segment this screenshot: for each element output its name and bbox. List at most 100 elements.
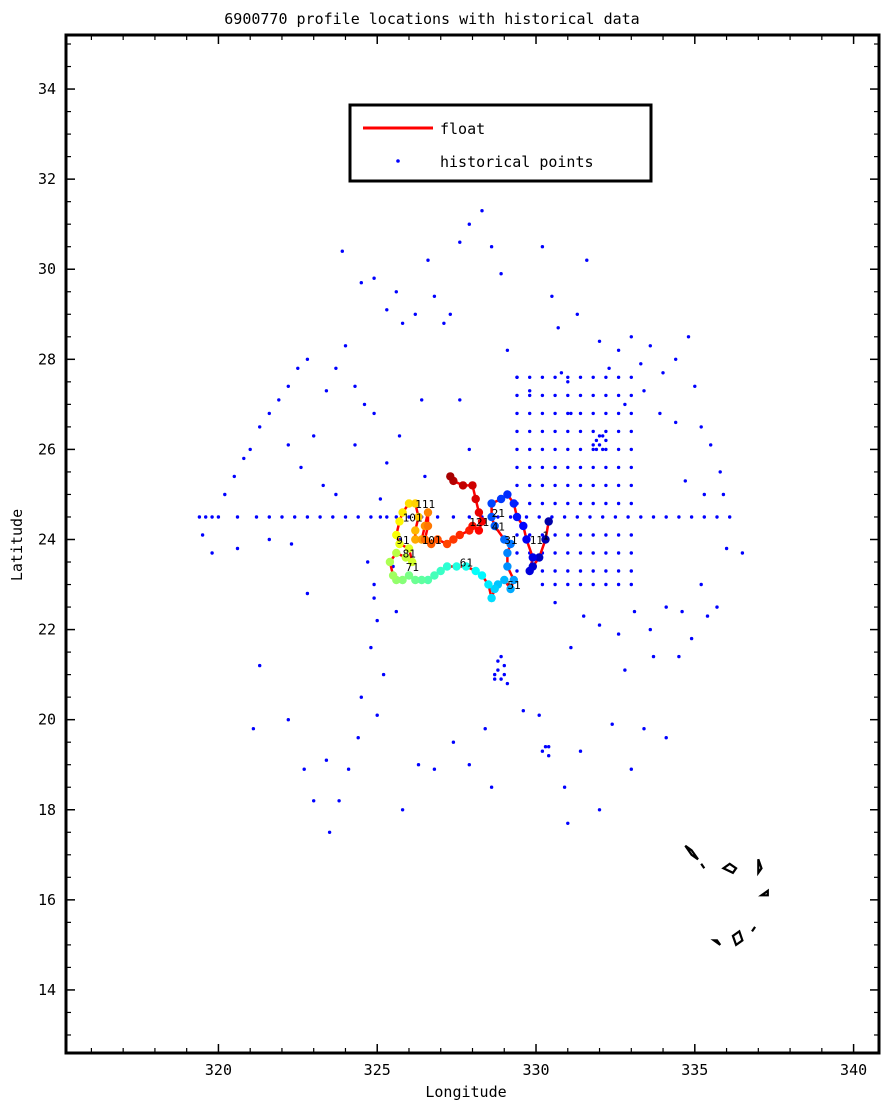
historical-point	[502, 663, 506, 668]
y-tick-label: 20	[38, 711, 56, 729]
historical-point	[540, 375, 545, 379]
historical-point	[210, 515, 214, 519]
float-profile-point	[411, 499, 420, 508]
y-tick-label: 28	[38, 350, 56, 368]
float-profile-point	[446, 472, 455, 481]
historical-point	[578, 483, 583, 488]
float-profile-point	[525, 566, 534, 576]
historical-point	[566, 821, 570, 825]
historical-point	[251, 727, 256, 731]
historical-point	[289, 542, 294, 546]
historical-point	[724, 546, 729, 551]
historical-point	[588, 515, 592, 519]
historical-point	[305, 357, 310, 361]
historical-point	[267, 537, 271, 542]
historical-point	[353, 384, 357, 388]
historical-point	[337, 799, 341, 803]
historical-point	[686, 335, 691, 339]
y-tick-label: 32	[38, 170, 56, 188]
historical-point	[496, 668, 500, 672]
float-cycle-label: 31	[504, 534, 517, 547]
y-tick-label: 26	[38, 440, 56, 458]
historical-point	[715, 515, 719, 519]
historical-point	[664, 736, 668, 740]
float-profile-point	[535, 553, 544, 562]
historical-point	[616, 429, 621, 434]
historical-point	[540, 501, 545, 506]
coastline-outline	[731, 929, 744, 947]
historical-point	[559, 371, 564, 375]
x-tick-label: 330	[522, 1061, 549, 1079]
historical-point	[699, 425, 703, 429]
historical-point	[553, 600, 557, 605]
historical-point	[566, 380, 570, 384]
historical-point	[604, 501, 608, 506]
y-tick-label: 24	[38, 530, 56, 548]
historical-point	[597, 434, 602, 438]
historical-point	[496, 659, 500, 663]
historical-point	[356, 736, 360, 740]
historical-point	[591, 447, 595, 452]
float-profile-point	[506, 584, 515, 594]
float-profile-point	[496, 494, 506, 504]
historical-point	[553, 375, 557, 379]
historical-point	[334, 492, 338, 497]
historical-point	[312, 434, 316, 438]
historical-point	[451, 515, 456, 519]
float-profile-point	[385, 557, 395, 567]
float-profile-point	[503, 548, 512, 558]
historical-point	[553, 551, 557, 555]
historical-point	[566, 582, 570, 587]
historical-point	[562, 785, 567, 789]
historical-point	[540, 533, 545, 537]
historical-point	[689, 515, 694, 519]
historical-point	[483, 727, 487, 731]
historical-point	[610, 722, 614, 726]
historical-point	[537, 713, 541, 717]
float-profile-point	[500, 535, 509, 544]
historical-point	[540, 411, 545, 416]
historical-point	[420, 398, 424, 402]
historical-point	[648, 627, 652, 632]
float-profile-point	[423, 575, 433, 585]
historical-point	[616, 375, 621, 379]
historical-point	[632, 609, 637, 614]
float-cycle-label: 81	[403, 548, 416, 561]
historical-point	[629, 411, 633, 416]
historical-point	[550, 515, 554, 519]
historical-point	[524, 515, 529, 519]
historical-point	[594, 438, 599, 443]
float-profile-point	[449, 535, 458, 544]
float-cycle-label: 11	[530, 534, 543, 547]
historical-point	[515, 465, 519, 470]
historical-point	[578, 551, 583, 555]
float-profile-point	[408, 557, 417, 567]
historical-point	[597, 443, 602, 447]
historical-point	[197, 515, 202, 519]
float-profile-point	[442, 539, 452, 549]
historical-point	[353, 443, 357, 447]
historical-point	[448, 312, 452, 316]
historical-point	[604, 429, 608, 434]
historical-point	[372, 276, 376, 280]
historical-point	[702, 492, 706, 497]
historical-point	[305, 591, 310, 596]
historical-point	[629, 551, 633, 555]
historical-point	[639, 515, 643, 519]
historical-point	[528, 501, 532, 506]
historical-point	[553, 465, 557, 470]
historical-point	[591, 429, 595, 434]
historical-point	[293, 515, 297, 519]
historical-point	[591, 582, 595, 587]
historical-point	[248, 447, 252, 452]
float-profile-point	[404, 499, 414, 508]
historical-point	[505, 681, 510, 686]
historical-point	[616, 632, 621, 636]
float-profile-point	[500, 575, 509, 585]
historical-point	[591, 569, 595, 573]
historical-point	[629, 582, 633, 587]
historical-point	[458, 398, 462, 402]
historical-point	[327, 830, 332, 834]
historical-point	[432, 767, 437, 771]
